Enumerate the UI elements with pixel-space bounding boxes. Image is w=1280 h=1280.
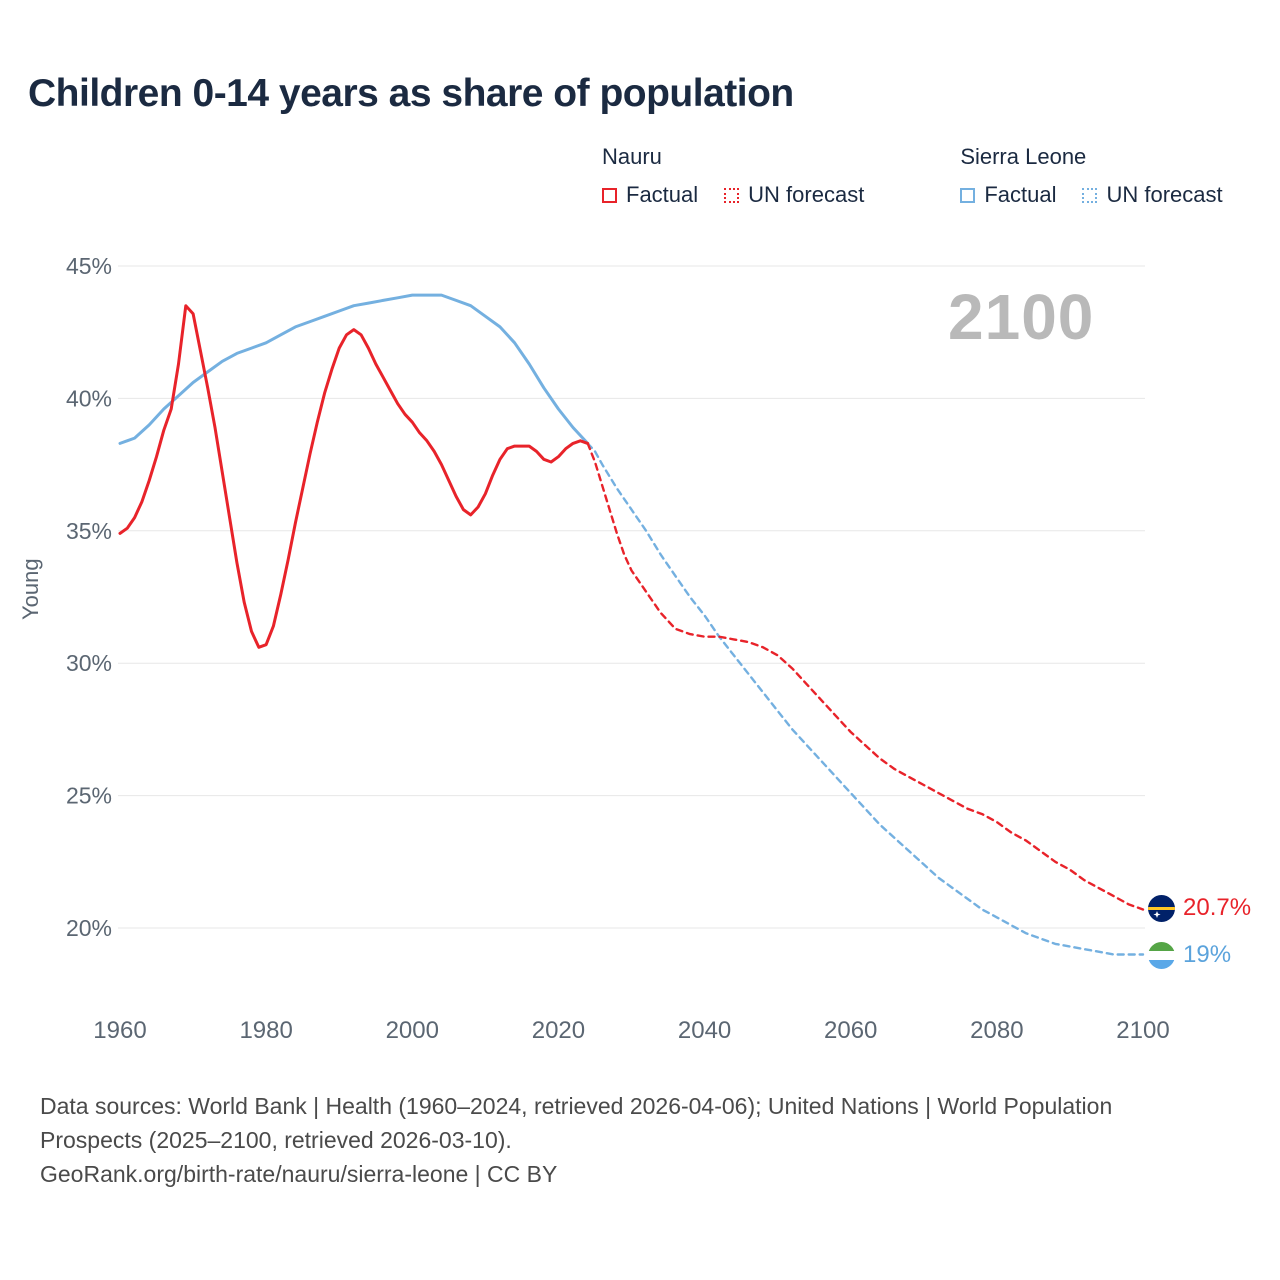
- y-tick-label: 45%: [66, 253, 112, 279]
- series-sierra-leone-un-forecast: [586, 442, 1145, 956]
- legend-country-nauru: Nauru: [602, 144, 662, 169]
- solid-swatch-icon: [602, 187, 617, 203]
- dashed-swatch-icon: [1082, 187, 1098, 203]
- legend-item-label: Factual: [626, 182, 699, 207]
- end-label-nauru: 20.7%: [1148, 894, 1251, 922]
- legend-item-sierra-factual[interactable]: Factual: [960, 182, 1056, 208]
- data-sources-footer: Data sources: World Bank | Health (1960–…: [40, 1090, 1130, 1191]
- legend-group-sierra-leone: Sierra Leone Factual UN forecast: [960, 144, 1223, 208]
- series-nauru-un-forecast: [586, 442, 1145, 911]
- x-tick-label: 2000: [386, 1017, 439, 1044]
- y-tick-label: 40%: [66, 385, 112, 411]
- watermark-year: 2100: [948, 281, 1095, 353]
- y-tick-label: 20%: [66, 915, 112, 941]
- sierra-leone-flag-icon: [1148, 941, 1175, 969]
- y-tick-label: 35%: [66, 518, 112, 544]
- x-tick-label: 2060: [824, 1017, 877, 1044]
- legend-item-sierra-forecast[interactable]: UN forecast: [1082, 182, 1223, 208]
- series-sierra-leone-factual: [118, 293, 590, 445]
- page-title: Children 0-14 years as share of populati…: [28, 72, 794, 115]
- y-axis-title: Young: [18, 558, 43, 620]
- y-tick-label: 25%: [66, 783, 112, 809]
- x-tick-label: 2080: [970, 1017, 1023, 1044]
- legend-item-nauru-forecast[interactable]: UN forecast: [724, 182, 864, 208]
- legend-item-label: Factual: [984, 182, 1057, 207]
- y-tick-label: 30%: [66, 650, 112, 676]
- solid-swatch-icon: [960, 187, 976, 203]
- legend-item-nauru-factual[interactable]: Factual: [602, 182, 698, 208]
- x-tick-label: 2020: [532, 1017, 585, 1044]
- legend-item-label: UN forecast: [748, 182, 865, 207]
- x-tick-label: 1960: [93, 1017, 146, 1044]
- x-tick-label: 1980: [239, 1017, 292, 1044]
- end-value-nauru: 20.7%: [1183, 894, 1252, 921]
- legend-group-nauru: Nauru Factual UN forecast: [602, 144, 864, 208]
- attribution-line: GeoRank.org/birth-rate/nauru/sierra-leon…: [40, 1160, 558, 1187]
- legend-country-sierra-leone: Sierra Leone: [960, 144, 1087, 169]
- x-tick-label: 2100: [1116, 1017, 1169, 1044]
- legend: Nauru Factual UN forecast Sierra Leone F…: [602, 144, 1223, 208]
- nauru-flag-icon: [1148, 894, 1175, 922]
- end-label-sierra-leone: 19%: [1148, 941, 1231, 969]
- end-value-sierra-leone: 19%: [1183, 941, 1232, 968]
- x-tick-label: 2040: [678, 1017, 731, 1044]
- legend-item-label: UN forecast: [1106, 182, 1223, 207]
- data-sources-line: Data sources: World Bank | Health (1960–…: [40, 1093, 1113, 1153]
- dashed-swatch-icon: [724, 187, 740, 203]
- series-nauru-factual: [118, 304, 590, 649]
